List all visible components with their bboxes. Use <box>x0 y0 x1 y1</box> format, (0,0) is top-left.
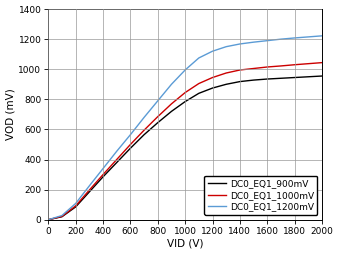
DC0_EQ1_1000mV <box>265 66 269 69</box>
DC0_EQ1_1000mV <box>293 63 297 66</box>
DC0_EQ1_900mV <box>211 87 215 90</box>
DC0_EQ1_1000mV <box>197 82 201 85</box>
DC0_EQ1_900mV <box>156 121 160 124</box>
DC0_EQ1_1000mV <box>183 91 187 94</box>
DC0_EQ1_1200mV <box>320 34 324 37</box>
DC0_EQ1_1000mV <box>211 76 215 79</box>
DC0_EQ1_1200mV <box>156 99 160 102</box>
DC0_EQ1_1000mV <box>101 173 105 176</box>
DC0_EQ1_1200mV <box>293 36 297 39</box>
DC0_EQ1_1000mV <box>224 71 228 74</box>
DC0_EQ1_1200mV <box>183 69 187 72</box>
Line: DC0_EQ1_900mV: DC0_EQ1_900mV <box>48 76 322 220</box>
DC0_EQ1_1200mV <box>87 184 92 187</box>
Y-axis label: VOD (mV): VOD (mV) <box>5 88 16 140</box>
DC0_EQ1_900mV <box>197 92 201 95</box>
DC0_EQ1_1200mV <box>101 167 105 170</box>
DC0_EQ1_1200mV <box>46 218 50 221</box>
DC0_EQ1_1200mV <box>128 133 133 136</box>
DC0_EQ1_1200mV <box>224 45 228 48</box>
DC0_EQ1_900mV <box>74 205 78 209</box>
DC0_EQ1_1200mV <box>211 50 215 53</box>
DC0_EQ1_900mV <box>279 77 283 80</box>
DC0_EQ1_1200mV <box>279 38 283 41</box>
DC0_EQ1_1200mV <box>74 202 78 205</box>
DC0_EQ1_900mV <box>183 100 187 103</box>
DC0_EQ1_900mV <box>306 75 310 78</box>
DC0_EQ1_1000mV <box>46 218 50 221</box>
DC0_EQ1_900mV <box>265 77 269 81</box>
DC0_EQ1_1000mV <box>252 67 256 70</box>
DC0_EQ1_1000mV <box>320 61 324 64</box>
DC0_EQ1_1000mV <box>170 102 174 105</box>
DC0_EQ1_1000mV <box>238 69 242 72</box>
DC0_EQ1_1000mV <box>156 115 160 118</box>
Legend: DC0_EQ1_900mV, DC0_EQ1_1000mV, DC0_EQ1_1200mV: DC0_EQ1_900mV, DC0_EQ1_1000mV, DC0_EQ1_1… <box>204 176 318 215</box>
DC0_EQ1_1200mV <box>197 56 201 59</box>
DC0_EQ1_1000mV <box>306 62 310 65</box>
DC0_EQ1_900mV <box>101 175 105 178</box>
X-axis label: VID (V): VID (V) <box>167 239 203 248</box>
DC0_EQ1_900mV <box>128 147 133 150</box>
DC0_EQ1_900mV <box>170 110 174 113</box>
DC0_EQ1_1000mV <box>142 129 146 132</box>
DC0_EQ1_1000mV <box>87 188 92 192</box>
DC0_EQ1_900mV <box>60 215 64 218</box>
DC0_EQ1_1200mV <box>142 116 146 119</box>
DC0_EQ1_1000mV <box>128 143 133 146</box>
DC0_EQ1_900mV <box>238 80 242 83</box>
DC0_EQ1_1000mV <box>115 158 119 161</box>
DC0_EQ1_900mV <box>252 78 256 82</box>
DC0_EQ1_1000mV <box>74 204 78 208</box>
DC0_EQ1_900mV <box>46 218 50 221</box>
DC0_EQ1_900mV <box>115 161 119 164</box>
DC0_EQ1_1200mV <box>115 150 119 153</box>
DC0_EQ1_1000mV <box>60 215 64 218</box>
DC0_EQ1_1200mV <box>252 41 256 44</box>
DC0_EQ1_900mV <box>142 133 146 136</box>
DC0_EQ1_900mV <box>224 83 228 86</box>
DC0_EQ1_1200mV <box>170 83 174 86</box>
Line: DC0_EQ1_1000mV: DC0_EQ1_1000mV <box>48 63 322 220</box>
DC0_EQ1_900mV <box>320 74 324 77</box>
DC0_EQ1_1200mV <box>265 39 269 42</box>
DC0_EQ1_900mV <box>87 190 92 193</box>
DC0_EQ1_1200mV <box>60 214 64 217</box>
DC0_EQ1_1000mV <box>279 65 283 68</box>
DC0_EQ1_1200mV <box>306 35 310 38</box>
DC0_EQ1_1200mV <box>238 42 242 45</box>
Line: DC0_EQ1_1200mV: DC0_EQ1_1200mV <box>48 36 322 220</box>
DC0_EQ1_900mV <box>293 76 297 79</box>
